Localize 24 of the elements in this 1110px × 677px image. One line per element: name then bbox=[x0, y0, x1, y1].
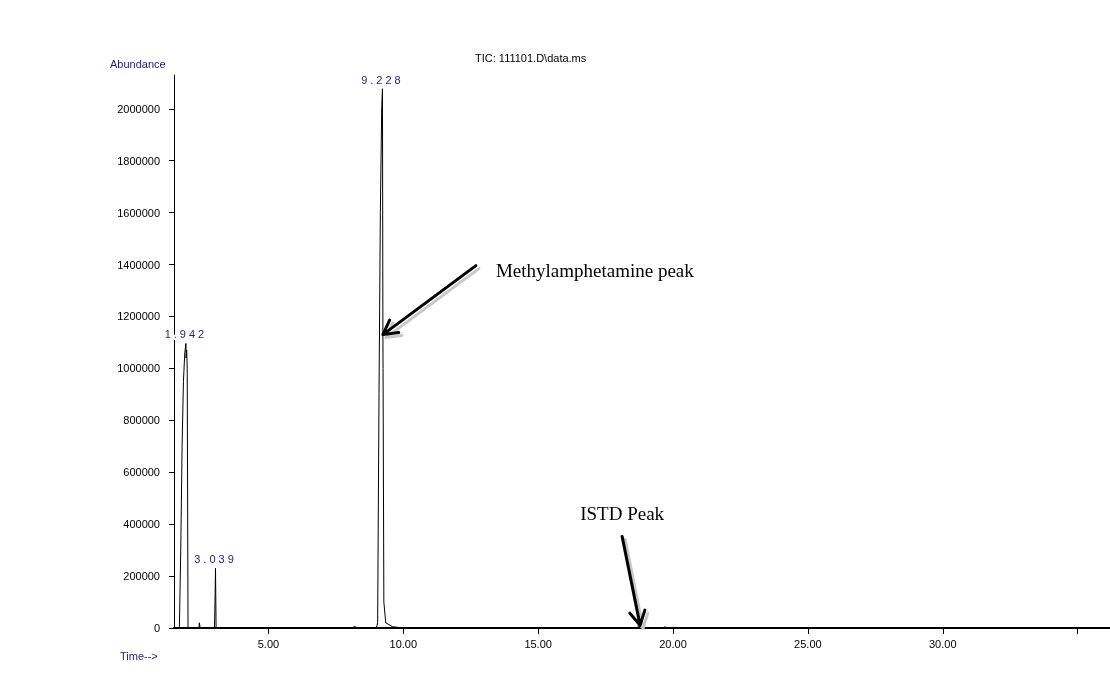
y-tick-label: 1800000 bbox=[117, 154, 160, 167]
annotation: ISTD Peak bbox=[580, 503, 665, 525]
y-axis-title: Abundance bbox=[110, 57, 166, 70]
x-tick-label: 20.00 bbox=[659, 637, 687, 650]
x-tick-label: 25.00 bbox=[794, 637, 822, 650]
y-tick-label: 1000000 bbox=[117, 362, 160, 375]
annotation: 9.228 bbox=[361, 73, 404, 86]
y-tick-label: 400000 bbox=[123, 518, 160, 531]
x-tick-label: 5.00 bbox=[257, 637, 280, 650]
y-tick-label: 2000000 bbox=[117, 102, 160, 115]
y-tick-label: 1400000 bbox=[117, 258, 160, 271]
y-tick-label: 800000 bbox=[123, 414, 160, 427]
x-tick-label: 15.00 bbox=[524, 637, 552, 650]
x-tick-label: 30.00 bbox=[929, 637, 957, 650]
chart-title: TIC: 111101.D\data.ms bbox=[475, 51, 587, 64]
y-tick-label: 1200000 bbox=[117, 310, 160, 323]
x-axis-title: Time--> bbox=[120, 649, 158, 662]
x-tick-label: 10.00 bbox=[389, 637, 418, 650]
annotation: Methylamphetamine peak bbox=[495, 259, 695, 281]
y-tick-label: 600000 bbox=[123, 466, 160, 479]
annotation: 3.039 bbox=[194, 553, 237, 566]
y-tick-label: 200000 bbox=[123, 570, 160, 583]
y-tick-label: 0 bbox=[153, 622, 160, 634]
y-tick-label: 1600000 bbox=[117, 206, 160, 219]
